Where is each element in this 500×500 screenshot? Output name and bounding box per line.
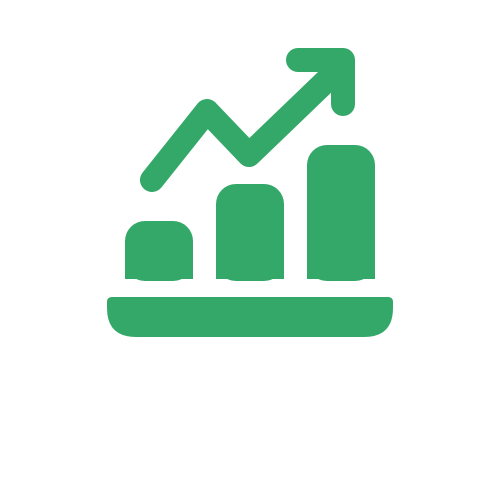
bar-small-base [125, 250, 193, 279]
tray-base-icon [107, 297, 393, 337]
arrow-head-icon [286, 48, 355, 116]
bar-large-icon [307, 145, 375, 281]
bar-large-base [307, 250, 375, 279]
bar-medium-base [216, 250, 284, 279]
trend-line-icon [140, 68, 339, 192]
